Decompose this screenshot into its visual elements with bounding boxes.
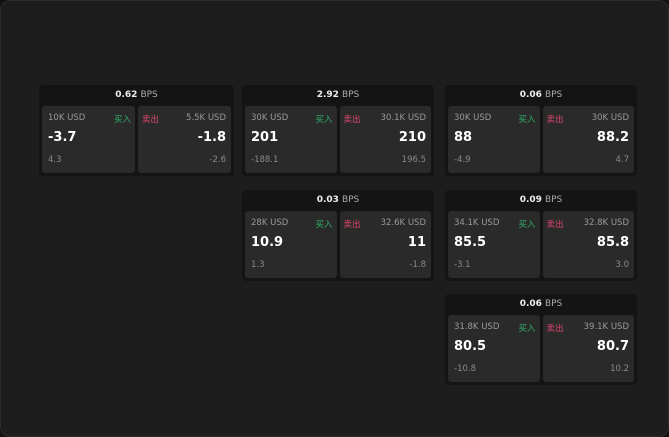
- sell-change: 3.0: [615, 260, 629, 270]
- sell-size: 5.5K USD: [186, 113, 226, 123]
- spread-header: 0.62 BPS: [39, 85, 234, 106]
- spread-value: 0.09: [519, 195, 542, 205]
- buy-change: -4.9: [454, 155, 471, 165]
- spread-unit: BPS: [341, 90, 360, 100]
- spread-header: 2.92 BPS: [242, 85, 434, 106]
- sell-price: 11: [407, 235, 426, 250]
- sell-label: 卖出: [142, 115, 160, 125]
- spread-unit: BPS: [544, 90, 563, 100]
- sell-card[interactable]: 卖出 30K USD 88.2 4.7: [542, 106, 634, 173]
- buy-price: 10.9: [251, 235, 284, 250]
- buy-change: -3.1: [454, 260, 471, 270]
- spread-unit: BPS: [341, 195, 360, 205]
- sell-card[interactable]: 卖出 32.8K USD 85.8 3.0: [542, 211, 634, 278]
- sell-size: 30.1K USD: [380, 113, 426, 123]
- buy-change: -10.8: [454, 364, 476, 374]
- buy-change: 1.3: [251, 260, 265, 270]
- sell-label: 卖出: [546, 220, 564, 230]
- spread-header: 0.06 BPS: [445, 294, 637, 315]
- spread-value: 0.06: [519, 299, 542, 309]
- sell-size: 32.8K USD: [583, 218, 629, 228]
- sell-price: 210: [398, 130, 426, 145]
- buy-label: 买入: [315, 115, 333, 125]
- quote-panel: 0.62 BPS 10K USD 买入 -3.7 4.3 卖出 5.5K USD …: [39, 85, 234, 176]
- spread-unit: BPS: [544, 195, 563, 205]
- quote-panel: 0.06 BPS 31.8K USD 买入 80.5 -10.8 卖出 39.1K…: [445, 294, 637, 385]
- quote-panel: 2.92 BPS 30K USD 买入 201 -188.1 卖出 30.1K U…: [242, 85, 434, 176]
- sell-card[interactable]: 卖出 5.5K USD -1.8 -2.6: [138, 106, 231, 173]
- buy-size: 10K USD: [48, 113, 86, 123]
- spread-header: 0.06 BPS: [445, 85, 637, 106]
- sell-label: 卖出: [343, 115, 361, 125]
- buy-card[interactable]: 30K USD 买入 201 -188.1: [245, 106, 337, 173]
- sell-label: 卖出: [546, 115, 564, 125]
- sell-change: -1.8: [409, 260, 426, 270]
- buy-card[interactable]: 34.1K USD 买入 85.5 -3.1: [448, 211, 540, 278]
- buy-label: 买入: [518, 324, 536, 334]
- sell-label: 卖出: [546, 324, 564, 334]
- spread-value: 2.92: [316, 90, 339, 100]
- buy-change: 4.3: [48, 155, 62, 165]
- quote-panel: 0.09 BPS 34.1K USD 买入 85.5 -3.1 卖出 32.8K …: [445, 190, 637, 281]
- buy-size: 30K USD: [251, 113, 289, 123]
- buy-card[interactable]: 10K USD 买入 -3.7 4.3: [42, 106, 135, 173]
- buy-change: -188.1: [251, 155, 279, 165]
- spread-header: 0.03 BPS: [242, 190, 434, 211]
- sell-change: 4.7: [615, 155, 629, 165]
- sell-price: -1.8: [197, 130, 226, 145]
- spread-value: 0.03: [316, 195, 339, 205]
- spread-unit: BPS: [544, 299, 563, 309]
- buy-price: -3.7: [48, 130, 77, 145]
- sell-change: -2.6: [209, 155, 226, 165]
- sell-size: 32.6K USD: [380, 218, 426, 228]
- buy-size: 31.8K USD: [454, 322, 500, 332]
- spread-value: 0.06: [519, 90, 542, 100]
- sell-size: 39.1K USD: [583, 322, 629, 332]
- buy-label: 买入: [113, 115, 131, 125]
- buy-label: 买入: [518, 220, 536, 230]
- sell-price: 88.2: [596, 130, 629, 145]
- buy-label: 买入: [518, 115, 536, 125]
- buy-size: 34.1K USD: [454, 218, 500, 228]
- sell-size: 30K USD: [591, 113, 629, 123]
- sell-card[interactable]: 卖出 39.1K USD 80.7 10.2: [542, 315, 634, 382]
- buy-price: 201: [251, 130, 279, 145]
- sell-price: 80.7: [596, 339, 629, 354]
- buy-price: 80.5: [454, 339, 487, 354]
- sell-change: 10.2: [610, 364, 629, 374]
- buy-price: 88: [454, 130, 473, 145]
- buy-card[interactable]: 28K USD 买入 10.9 1.3: [245, 211, 337, 278]
- spread-header: 0.09 BPS: [445, 190, 637, 211]
- buy-card[interactable]: 31.8K USD 买入 80.5 -10.8: [448, 315, 540, 382]
- spread-unit: BPS: [140, 90, 158, 100]
- sell-label: 卖出: [343, 220, 361, 230]
- spread-value: 0.62: [115, 90, 138, 100]
- buy-price: 85.5: [454, 235, 487, 250]
- buy-size: 30K USD: [454, 113, 492, 123]
- sell-change: 196.5: [401, 155, 426, 165]
- buy-size: 28K USD: [251, 218, 289, 228]
- quote-panel: 0.03 BPS 28K USD 买入 10.9 1.3 卖出 32.6K USD…: [242, 190, 434, 281]
- quote-panel: 0.06 BPS 30K USD 买入 88 -4.9 卖出 30K USD 88…: [445, 85, 637, 176]
- sell-card[interactable]: 卖出 30.1K USD 210 196.5: [339, 106, 431, 173]
- sell-price: 85.8: [596, 235, 629, 250]
- buy-label: 买入: [315, 220, 333, 230]
- sell-card[interactable]: 卖出 32.6K USD 11 -1.8: [339, 211, 431, 278]
- buy-card[interactable]: 30K USD 买入 88 -4.9: [448, 106, 540, 173]
